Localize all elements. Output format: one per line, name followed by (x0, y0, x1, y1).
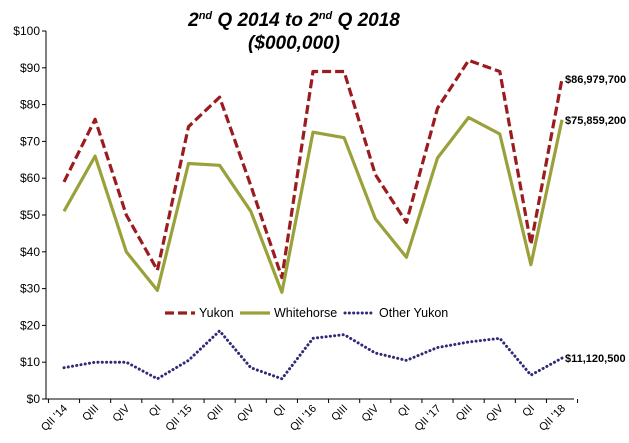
series-line-whitehorse (62, 115, 564, 294)
y-tick-label: $40 (20, 245, 40, 259)
legend-item-yukon: Yukon (165, 306, 234, 320)
end-labels: $86,979,700 $75,859,200 $11,120,500 (565, 74, 626, 365)
end-label-other-yukon: $11,120,500 (565, 353, 626, 365)
y-tick-label: $30 (20, 282, 40, 296)
series-lines (62, 58, 564, 381)
x-tick-label: QII '17 (412, 403, 443, 434)
chart-title-line-2: ($000,000) (248, 33, 340, 54)
x-tick-label: QIII (80, 403, 101, 424)
legend-label-other-yukon: Other Yukon (379, 306, 448, 320)
series-line-yukon (62, 58, 564, 280)
legend-item-other-yukon: Other Yukon (343, 306, 448, 320)
x-tick-label: QIV (359, 402, 381, 424)
x-tick-label: QII '15 (163, 403, 194, 434)
x-tick-label: QIV (484, 402, 506, 424)
x-tick-label: QI (271, 403, 288, 420)
x-tick-label: QIII (329, 403, 350, 424)
x-tick-label: QIV (235, 402, 257, 424)
legend: Yukon Whitehorse Other Yukon (165, 306, 448, 320)
x-tick-label: QI (147, 403, 164, 420)
x-tick-label: QII '14 (39, 403, 70, 434)
y-tick-label: $0 (27, 392, 41, 406)
y-tick-label: $50 (20, 208, 40, 222)
y-tick-label: $80 (20, 98, 40, 112)
series-line-other-yukon (62, 329, 564, 381)
y-tick-label: $20 (20, 318, 40, 332)
x-tick-label: QIII (454, 403, 475, 424)
chart-title-line-1: 2nd Q 2014 to 2nd Q 2018 (187, 10, 400, 31)
x-tick-label: QII '18 (537, 403, 568, 434)
x-tick-label: QIV (110, 402, 132, 424)
x-tick-label: QI (396, 403, 413, 420)
x-tick-label: QI (520, 403, 537, 420)
legend-label-whitehorse: Whitehorse (274, 306, 337, 320)
y-tick-label: $10 (20, 355, 40, 369)
legend-label-yukon: Yukon (199, 306, 234, 320)
y-tick-label: $60 (20, 171, 40, 185)
legend-item-whitehorse: Whitehorse (240, 306, 337, 320)
x-tick-label: QII '16 (288, 403, 319, 434)
end-label-yukon: $86,979,700 (565, 74, 626, 86)
y-tick-label: $70 (20, 134, 40, 148)
chart-title: 2nd Q 2014 to 2nd Q 2018 ($000,000) (187, 10, 400, 54)
x-tick-label: QIII (205, 403, 226, 424)
end-label-whitehorse: $75,859,200 (565, 115, 626, 127)
y-tick-label: $90 (20, 61, 40, 75)
y-tick-label: $100 (13, 24, 40, 38)
